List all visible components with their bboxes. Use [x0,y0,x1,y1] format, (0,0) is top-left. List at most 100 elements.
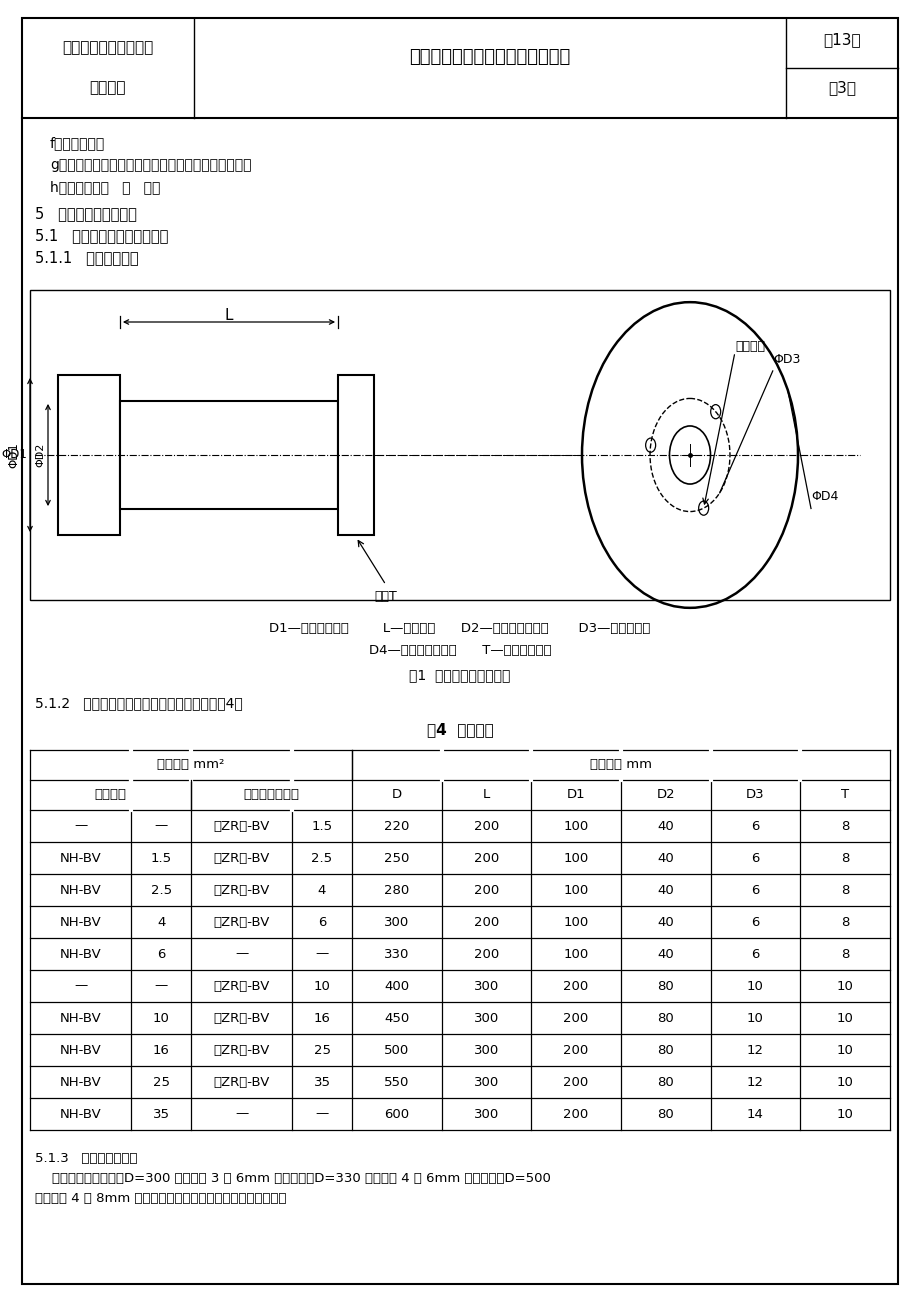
Text: 8: 8 [840,819,848,832]
Text: ΦD1: ΦD1 [7,443,20,467]
Text: 200: 200 [473,915,498,928]
Text: 16: 16 [153,1043,169,1056]
Text: 200: 200 [473,948,498,961]
Text: 及以上用 4 个 8mm 紧固螺丝。紧固螺丝均匀分布在简体内圆。: 及以上用 4 个 8mm 紧固螺丝。紧固螺丝均匀分布在简体内圆。 [35,1193,286,1204]
Text: 普通、阻燃产品: 普通、阻燃产品 [244,789,299,802]
Bar [337,375,374,535]
Text: 共13页: 共13页 [823,33,860,47]
Text: 4: 4 [317,884,326,897]
Text: —: — [154,979,167,992]
Text: 25: 25 [313,1043,330,1056]
Text: 6: 6 [157,948,165,961]
Text: D1: D1 [566,789,584,802]
Text: 6: 6 [751,884,759,897]
Text: 200: 200 [473,884,498,897]
Text: D: D [391,789,402,802]
Text: 12: 12 [746,1043,763,1056]
Text: （ZR）-BV: （ZR）-BV [213,819,269,832]
Text: NH-BV: NH-BV [60,884,101,897]
Text: 100: 100 [562,948,588,961]
Text: 盘具简体采用纸筒，D=300 及以下用 3 个 6mm 紧固螺丝，D=330 及以上用 4 个 6mm 紧固螺丝，D=500: 盘具简体采用纸筒，D=300 及以下用 3 个 6mm 紧固螺丝，D=330 及… [35,1172,550,1185]
Text: 400: 400 [384,979,409,992]
Text: 1.5: 1.5 [151,852,172,865]
Text: 5.1.3   盘具制作要求。: 5.1.3 盘具制作要求。 [35,1152,137,1165]
Text: （ZR）-BV: （ZR）-BV [213,852,269,865]
Text: （ZR）-BV: （ZR）-BV [213,979,269,992]
Text: 200: 200 [562,1108,588,1121]
Text: 40: 40 [657,884,674,897]
Text: 第3页: 第3页 [827,79,855,95]
Text: NH-BV: NH-BV [60,1075,101,1088]
Text: 40: 40 [657,852,674,865]
Text: D4—盘具中心孔直径      T—盘具板材厚度: D4—盘具中心孔直径 T—盘具板材厚度 [369,644,550,658]
Text: f）标准编号；: f）标准编号； [50,135,105,150]
Text: D1—盘具最大外径        L—盘具内宽      D2—盘具简体的直径       D3—穿线孔直径: D1—盘具最大外径 L—盘具内宽 D2—盘具简体的直径 D3—穿线孔直径 [269,622,650,635]
Text: T: T [840,789,848,802]
Text: NH-BV: NH-BV [60,852,101,865]
Text: NH-BV: NH-BV [60,948,101,961]
Text: 10: 10 [746,979,763,992]
Text: 型号规格 mm²: 型号规格 mm² [157,759,224,772]
Text: 200: 200 [562,1043,588,1056]
Text: NH-BV: NH-BV [60,915,101,928]
Text: 14: 14 [746,1108,763,1121]
Text: ΦD4: ΦD4 [811,491,837,504]
Text: 500: 500 [384,1043,409,1056]
Text: 100: 100 [562,852,588,865]
Text: —: — [234,948,248,961]
Text: 100: 100 [562,915,588,928]
Text: 40: 40 [657,948,674,961]
Text: NH-BV: NH-BV [60,1108,101,1121]
Text: 200: 200 [562,1012,588,1025]
Text: 8: 8 [840,852,848,865]
Bar [58,375,119,535]
Bar [30,290,889,600]
Text: —: — [154,819,167,832]
Text: L: L [482,789,490,802]
Text: 300: 300 [473,979,498,992]
Text: 盘具尺寸 mm: 盘具尺寸 mm [589,759,652,772]
Text: 300: 300 [384,915,409,928]
Text: 300: 300 [473,1108,498,1121]
Text: 80: 80 [657,1075,674,1088]
Text: D3: D3 [745,789,764,802]
Bar [119,401,337,509]
Text: g）认证编号（没有认证的产品不得填写任何编号）；: g）认证编号（没有认证的产品不得填写任何编号）； [50,158,251,172]
Text: 10: 10 [835,1108,853,1121]
Text: 4: 4 [157,915,165,928]
Text: 8: 8 [840,884,848,897]
Text: 40: 40 [657,915,674,928]
Text: 10: 10 [835,1043,853,1056]
Text: 200: 200 [562,979,588,992]
Text: —: — [74,819,87,832]
Text: 有限公司: 有限公司 [90,79,126,95]
Text: ΦD3: ΦD3 [772,353,800,366]
Text: 300: 300 [473,1043,498,1056]
Text: （ZR）-BV: （ZR）-BV [213,1043,269,1056]
Text: （ZR）-BV: （ZR）-BV [213,1075,269,1088]
Text: 8: 8 [840,948,848,961]
Text: 80: 80 [657,1043,674,1056]
Text: 10: 10 [835,1075,853,1088]
Text: 80: 80 [657,979,674,992]
Text: （ZR）-BV: （ZR）-BV [213,1012,269,1025]
Text: NH-BV: NH-BV [60,1012,101,1025]
Text: 16: 16 [313,1012,330,1025]
Text: L: L [224,309,233,323]
Text: 100: 100 [562,884,588,897]
Text: 图1  布电线用盘具结构图: 图1 布电线用盘具结构图 [409,668,510,682]
Text: 6: 6 [751,819,759,832]
Text: 35: 35 [313,1075,330,1088]
Text: 5.1   布电线用盘具结构尺寸。: 5.1 布电线用盘具结构尺寸。 [35,228,168,243]
Text: 80: 80 [657,1012,674,1025]
Text: 5.1.2   不同布电线型号规格对应盘具尺寸如表4。: 5.1.2 不同布电线型号规格对应盘具尺寸如表4。 [35,697,243,710]
Text: 10: 10 [835,979,853,992]
Text: 10: 10 [153,1012,169,1025]
Text: NH-BV: NH-BV [60,1043,101,1056]
Text: 表4  线盘尺寸: 表4 线盘尺寸 [426,723,493,737]
Text: —: — [74,979,87,992]
Text: 300: 300 [473,1075,498,1088]
Text: 450: 450 [384,1012,409,1025]
Text: 上海永进电缆（集团）: 上海永进电缆（集团） [62,40,153,55]
Text: 耐火产品: 耐火产品 [95,789,126,802]
